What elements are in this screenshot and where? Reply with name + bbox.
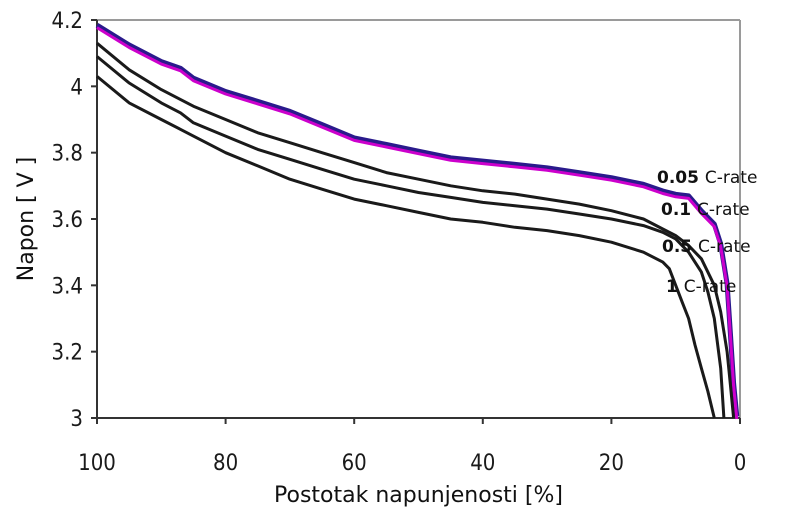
series-line-3 bbox=[96, 75, 716, 419]
series-lines bbox=[95, 22, 740, 420]
y-tick-label: 3.2 bbox=[52, 341, 83, 366]
y-tick-label: 3.8 bbox=[52, 142, 83, 167]
series-label-unit: C-rate bbox=[697, 200, 750, 220]
x-axis-title: Postotak napunjenosti [%] bbox=[274, 483, 563, 508]
y-tick-label: 3.6 bbox=[52, 208, 83, 233]
x-tick-label: 60 bbox=[342, 451, 367, 476]
y-tick-label: 4 bbox=[70, 75, 83, 100]
series-label-unit: C-rate bbox=[698, 237, 751, 257]
series-line-1 bbox=[96, 42, 736, 419]
series-label-1: 0.1 C-rate bbox=[661, 200, 750, 220]
x-tick-label: 20 bbox=[599, 451, 624, 476]
series-label-unit: C-rate bbox=[705, 168, 758, 188]
series-label-value: 1 bbox=[666, 277, 684, 297]
series-label-0: 0.05 C-rate bbox=[657, 168, 757, 188]
series-label-value: 0.1 bbox=[661, 200, 697, 220]
series-label-value: 0.5 bbox=[662, 237, 698, 257]
y-axis-title: Napon [ V ] bbox=[14, 157, 39, 282]
series-label-2: 0.5 C-rate bbox=[662, 237, 751, 257]
series-line-0 bbox=[96, 26, 739, 420]
series-label-value: 0.05 bbox=[657, 168, 705, 188]
x-tick-label: 0 bbox=[734, 451, 747, 476]
y-tick-label: 4.2 bbox=[52, 9, 83, 34]
y-tick-label: 3 bbox=[70, 407, 83, 432]
axis-ticks: 3 3.2 3.4 3.6 3.8 4 4.2 100 80 60 40 20 0 bbox=[52, 9, 747, 476]
series-line-2 bbox=[96, 55, 726, 419]
x-tick-label: 80 bbox=[213, 451, 238, 476]
y-tick-label: 3.4 bbox=[52, 274, 83, 299]
series-label-unit: C-rate bbox=[684, 277, 737, 297]
x-tick-label: 100 bbox=[78, 451, 116, 476]
x-tick-label: 40 bbox=[470, 451, 495, 476]
series-line-shadow-0 bbox=[95, 22, 740, 417]
series-label-3: 1 C-rate bbox=[666, 277, 736, 297]
